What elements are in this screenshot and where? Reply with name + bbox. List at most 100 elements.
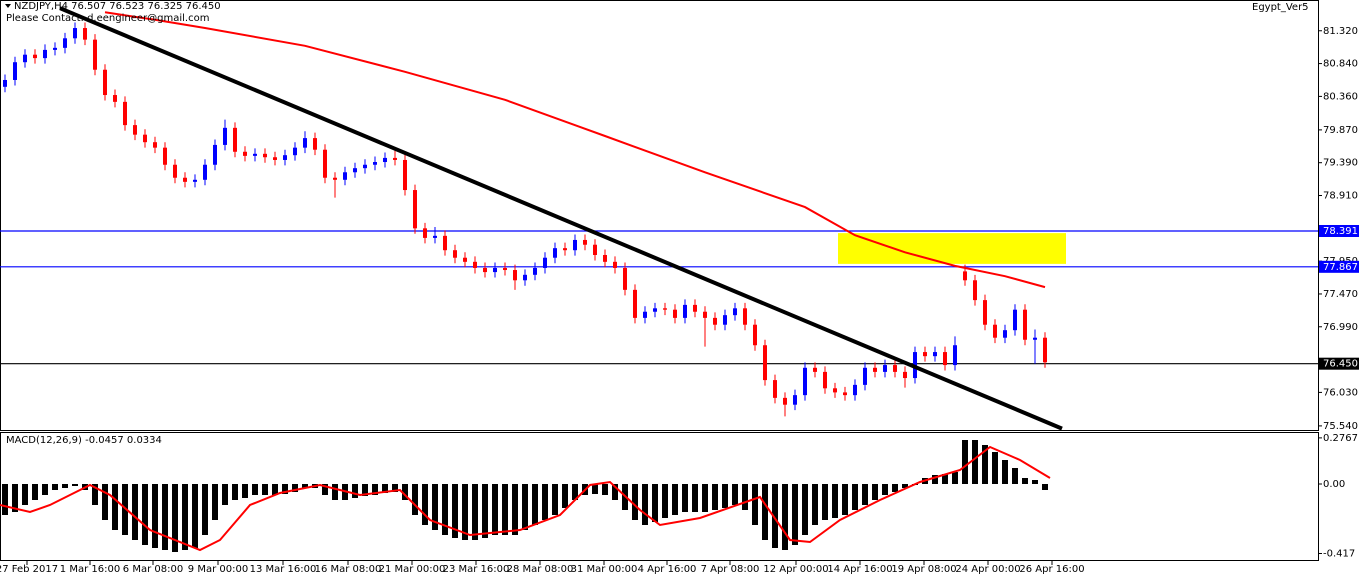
candle-body: [873, 367, 877, 372]
candle-body: [243, 151, 247, 156]
macd-bar: [782, 484, 788, 550]
y-tick-label: -0.417: [1323, 549, 1355, 560]
macd-bar: [802, 484, 808, 535]
macd-title: MACD(12,26,9) -0.0457 0.0334: [6, 435, 162, 446]
candle-body: [1043, 337, 1047, 363]
macd-bar: [452, 484, 458, 538]
macd-bar: [122, 484, 128, 535]
candle-body: [363, 164, 367, 169]
candle-body: [803, 367, 807, 396]
macd-bar: [412, 484, 418, 515]
x-tick-label: 12 Apr 00:00: [763, 564, 828, 575]
candle-body: [93, 39, 97, 70]
candle-body: [893, 365, 897, 372]
y-tick-label: 79.870: [1323, 125, 1358, 136]
macd-bar: [632, 484, 638, 520]
macd-bar: [1002, 460, 1008, 484]
candle-body: [403, 159, 407, 191]
y-tick-label: 81.320: [1323, 26, 1358, 37]
macd-bar: [212, 484, 218, 520]
macd-bar: [872, 484, 878, 500]
macd-bar: [812, 484, 818, 525]
candle-body: [933, 352, 937, 357]
candle-body: [43, 49, 47, 59]
candle-body: [973, 280, 977, 301]
macd-bar: [242, 484, 248, 498]
candle-body: [453, 250, 457, 258]
level-label-box: [1319, 260, 1359, 273]
macd-bar: [772, 484, 778, 548]
macd-bar: [432, 484, 438, 530]
plot-layer: 81.32080.84080.36079.87079.39078.91077.9…: [0, 6, 1359, 575]
macd-bar: [642, 484, 648, 525]
macd-bar: [292, 484, 298, 492]
candle-body: [523, 274, 527, 281]
macd-bar: [142, 484, 148, 545]
candle-body: [693, 304, 697, 312]
candle-body: [163, 147, 167, 165]
x-tick-label: 21 Mar 00:00: [379, 564, 446, 575]
candle-body: [1033, 337, 1037, 340]
macd-bar: [52, 484, 58, 490]
candle-body: [543, 257, 547, 268]
y-tick-label: 80.840: [1323, 59, 1358, 70]
macd-bar: [1012, 468, 1018, 484]
candle-body: [303, 138, 307, 148]
macd-bar: [132, 484, 138, 540]
candle-body: [73, 28, 77, 39]
candle-body: [843, 392, 847, 396]
candle-body: [83, 28, 87, 40]
candle-body: [103, 69, 107, 96]
macd-bar: [652, 484, 658, 522]
macd-bar: [562, 484, 568, 508]
candle-body: [733, 308, 737, 316]
macd-bar: [112, 484, 118, 530]
macd-bar: [662, 484, 668, 518]
candle-body: [473, 261, 477, 268]
y-tick-label: 76.990: [1323, 322, 1358, 333]
candle-body: [263, 153, 267, 158]
macd-bar: [282, 484, 288, 494]
x-tick-label: 9 Mar 00:00: [188, 564, 248, 575]
macd-bar: [822, 484, 828, 520]
y-tick-label: 76.030: [1323, 387, 1358, 398]
level-label-box: [1319, 224, 1359, 237]
chart-title: NZDJPY,H4 76.507 76.523 76.325 76.450: [14, 1, 221, 12]
x-tick-label: 4 Apr 16:00: [638, 564, 697, 575]
macd-bar: [382, 484, 388, 493]
candle-body: [813, 367, 817, 372]
candle-body: [1013, 309, 1017, 331]
candle-body: [3, 79, 7, 87]
candle-body: [393, 157, 397, 160]
trendline: [59, 6, 1063, 431]
candle-body: [493, 267, 497, 273]
macd-bar: [402, 484, 408, 500]
candle-body: [383, 157, 387, 163]
candle-body: [753, 324, 757, 346]
macd-bar: [162, 484, 168, 550]
candle-body: [343, 172, 347, 180]
macd-bar: [972, 440, 978, 484]
candle-body: [993, 324, 997, 338]
macd-bar: [22, 484, 28, 505]
candle-body: [673, 309, 677, 318]
candle-body: [513, 270, 517, 281]
macd-bar: [942, 474, 948, 484]
candle-body: [153, 142, 157, 148]
x-tick-label: 19 Apr 08:00: [891, 564, 956, 575]
level-label: 77.867: [1323, 262, 1358, 273]
macd-bar: [542, 484, 548, 520]
chart-subtitle: Please Contact: d.eengineer@gmail.com: [6, 13, 209, 24]
menu-arrow: [5, 4, 11, 8]
candle-body: [443, 235, 447, 251]
candle-body: [863, 367, 867, 385]
candle-body: [193, 179, 197, 182]
macd-bar: [472, 484, 478, 540]
y-tick-label: 79.390: [1323, 158, 1358, 169]
candle-body: [703, 311, 707, 318]
macd-bar: [902, 484, 908, 488]
x-tick-label: 23 Mar 16:00: [443, 564, 510, 575]
macd-bar: [192, 484, 198, 548]
candle-body: [533, 267, 537, 275]
candle-body: [13, 62, 17, 80]
